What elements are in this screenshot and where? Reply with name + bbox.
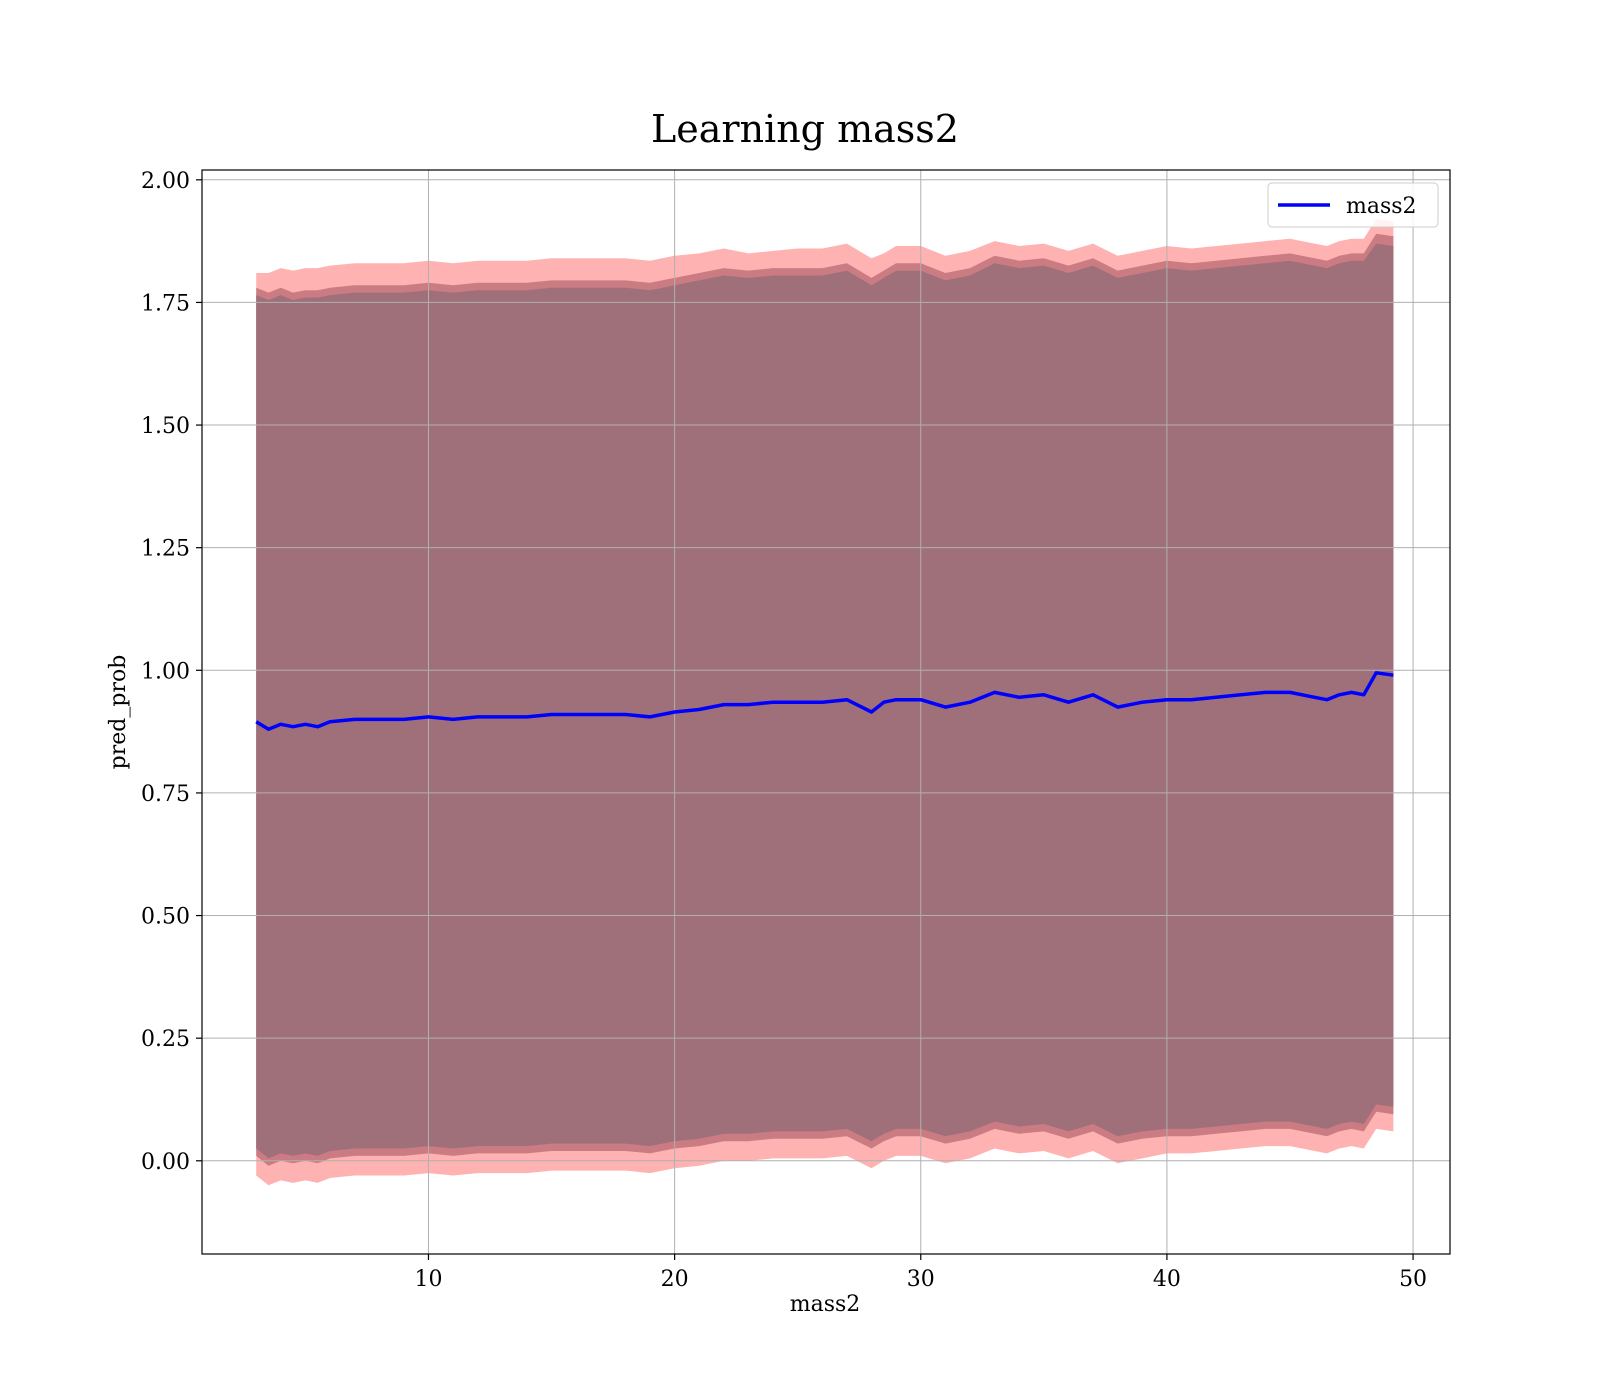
- plot-frame: [201, 169, 1451, 1255]
- y-tick-label: 0.25: [141, 1027, 190, 1052]
- y-tick-label: 1.00: [141, 659, 190, 684]
- x-tick-label: 50: [1399, 1267, 1427, 1292]
- y-tick-label: 1.50: [141, 414, 190, 439]
- y-tick-label: 1.75: [141, 291, 190, 316]
- chart-title: Learning mass2: [651, 107, 959, 151]
- y-tick-label: 2.00: [141, 169, 190, 194]
- y-tick-label: 0.75: [141, 782, 190, 807]
- legend-box: [1267, 182, 1439, 228]
- x-tick-label: 10: [414, 1267, 442, 1292]
- y-axis-label: pred_prob: [106, 655, 131, 770]
- legend-label-mass2: mass2: [1346, 194, 1417, 219]
- x-axis-label: mass2: [790, 1292, 861, 1317]
- x-tick-label: 40: [1153, 1267, 1181, 1292]
- x-tick-label: 30: [907, 1267, 935, 1292]
- x-tick-label: 20: [661, 1267, 689, 1292]
- plot-area: 10 20 30 40 50 0.00 0.25 0.50 0.75 1.00 1.25 1.50 1.…: [141, 169, 1451, 1292]
- y-tick-label: 0.00: [141, 1150, 190, 1175]
- series-line-mass2: [255, 671, 1394, 731]
- y-tick-label: 0.50: [141, 905, 190, 930]
- y-tick-label: 1.25: [141, 537, 190, 562]
